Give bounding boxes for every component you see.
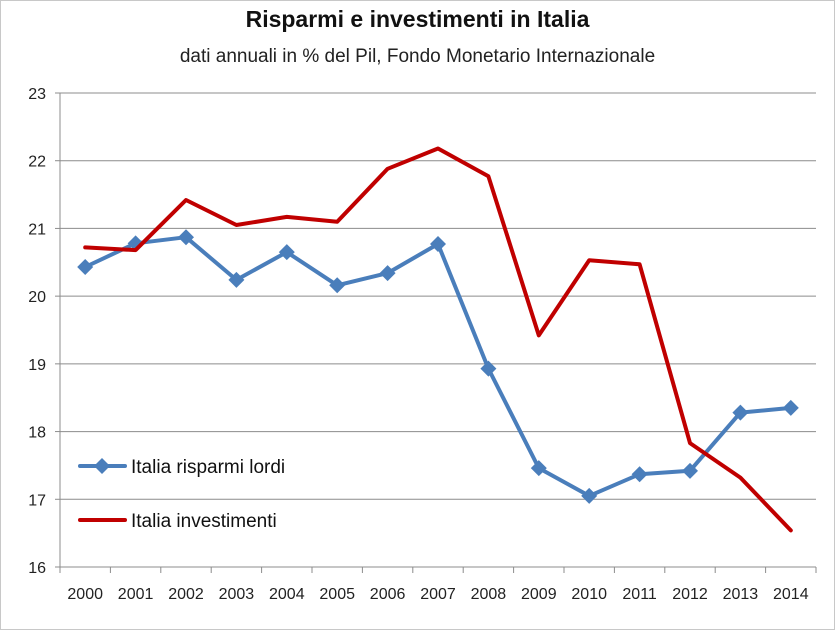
chart-title: Risparmi e investimenti in Italia bbox=[245, 6, 590, 32]
x-tick-label: 2006 bbox=[370, 586, 406, 603]
x-tick-label: 2009 bbox=[521, 586, 557, 603]
series-layer bbox=[77, 146, 799, 533]
data-point-marker bbox=[278, 244, 295, 261]
data-point-marker bbox=[178, 229, 194, 246]
y-tick-label: 20 bbox=[28, 289, 46, 306]
y-axis-ticks: 16 17 18 19 20 21 22 23 bbox=[28, 86, 46, 577]
data-point-marker bbox=[228, 271, 245, 288]
gridlines bbox=[60, 92, 816, 568]
x-tick-label: 2004 bbox=[269, 586, 305, 603]
y-tick-label: 18 bbox=[28, 425, 46, 442]
y-tick-label: 23 bbox=[28, 86, 46, 103]
x-tick-label: 2001 bbox=[118, 586, 154, 603]
x-tick-label: 2008 bbox=[471, 586, 507, 603]
x-tick-label: 2003 bbox=[219, 586, 255, 603]
y-tick-label: 22 bbox=[28, 154, 46, 171]
legend-label: Italia risparmi lordi bbox=[131, 457, 285, 478]
x-tick-label: 2010 bbox=[571, 586, 607, 603]
chart-subtitle: dati annuali in % del Pil, Fondo Monetar… bbox=[179, 46, 656, 67]
data-point-marker bbox=[581, 487, 598, 504]
data-point-marker bbox=[329, 277, 346, 294]
y-tick-label: 17 bbox=[28, 492, 46, 509]
x-tick-label: 2002 bbox=[168, 586, 204, 603]
data-point-marker bbox=[480, 360, 497, 377]
series-line-investimenti bbox=[83, 146, 793, 533]
x-tick-label: 2012 bbox=[672, 586, 708, 603]
x-tick-label: 2013 bbox=[723, 586, 759, 603]
y-tick-label: 21 bbox=[28, 221, 46, 238]
axes bbox=[55, 92, 817, 573]
x-axis-ticks: 2000 2001 2002 2003 2004 2005 2006 2007 2008 2009… bbox=[67, 586, 808, 603]
legend-label: Italia investimenti bbox=[131, 511, 277, 532]
legend-swatch-marker bbox=[94, 458, 110, 474]
x-tick-label: 2000 bbox=[67, 586, 103, 603]
data-point-marker bbox=[77, 259, 94, 276]
x-tick-label: 2007 bbox=[420, 586, 456, 603]
data-point-marker bbox=[430, 236, 446, 253]
legend: Italia risparmi lordi Italia investimenti bbox=[78, 457, 285, 532]
data-point-marker bbox=[732, 404, 749, 421]
y-tick-label: 19 bbox=[28, 357, 46, 374]
x-tick-label: 2005 bbox=[319, 586, 355, 603]
x-tick-label: 2014 bbox=[773, 586, 809, 603]
data-point-marker bbox=[631, 466, 648, 483]
data-point-marker bbox=[530, 460, 547, 477]
x-tick-label: 2011 bbox=[622, 586, 657, 603]
data-point-marker bbox=[782, 399, 799, 416]
data-point-marker bbox=[379, 265, 396, 282]
data-point-marker bbox=[682, 462, 698, 479]
y-tick-label: 16 bbox=[28, 560, 46, 577]
